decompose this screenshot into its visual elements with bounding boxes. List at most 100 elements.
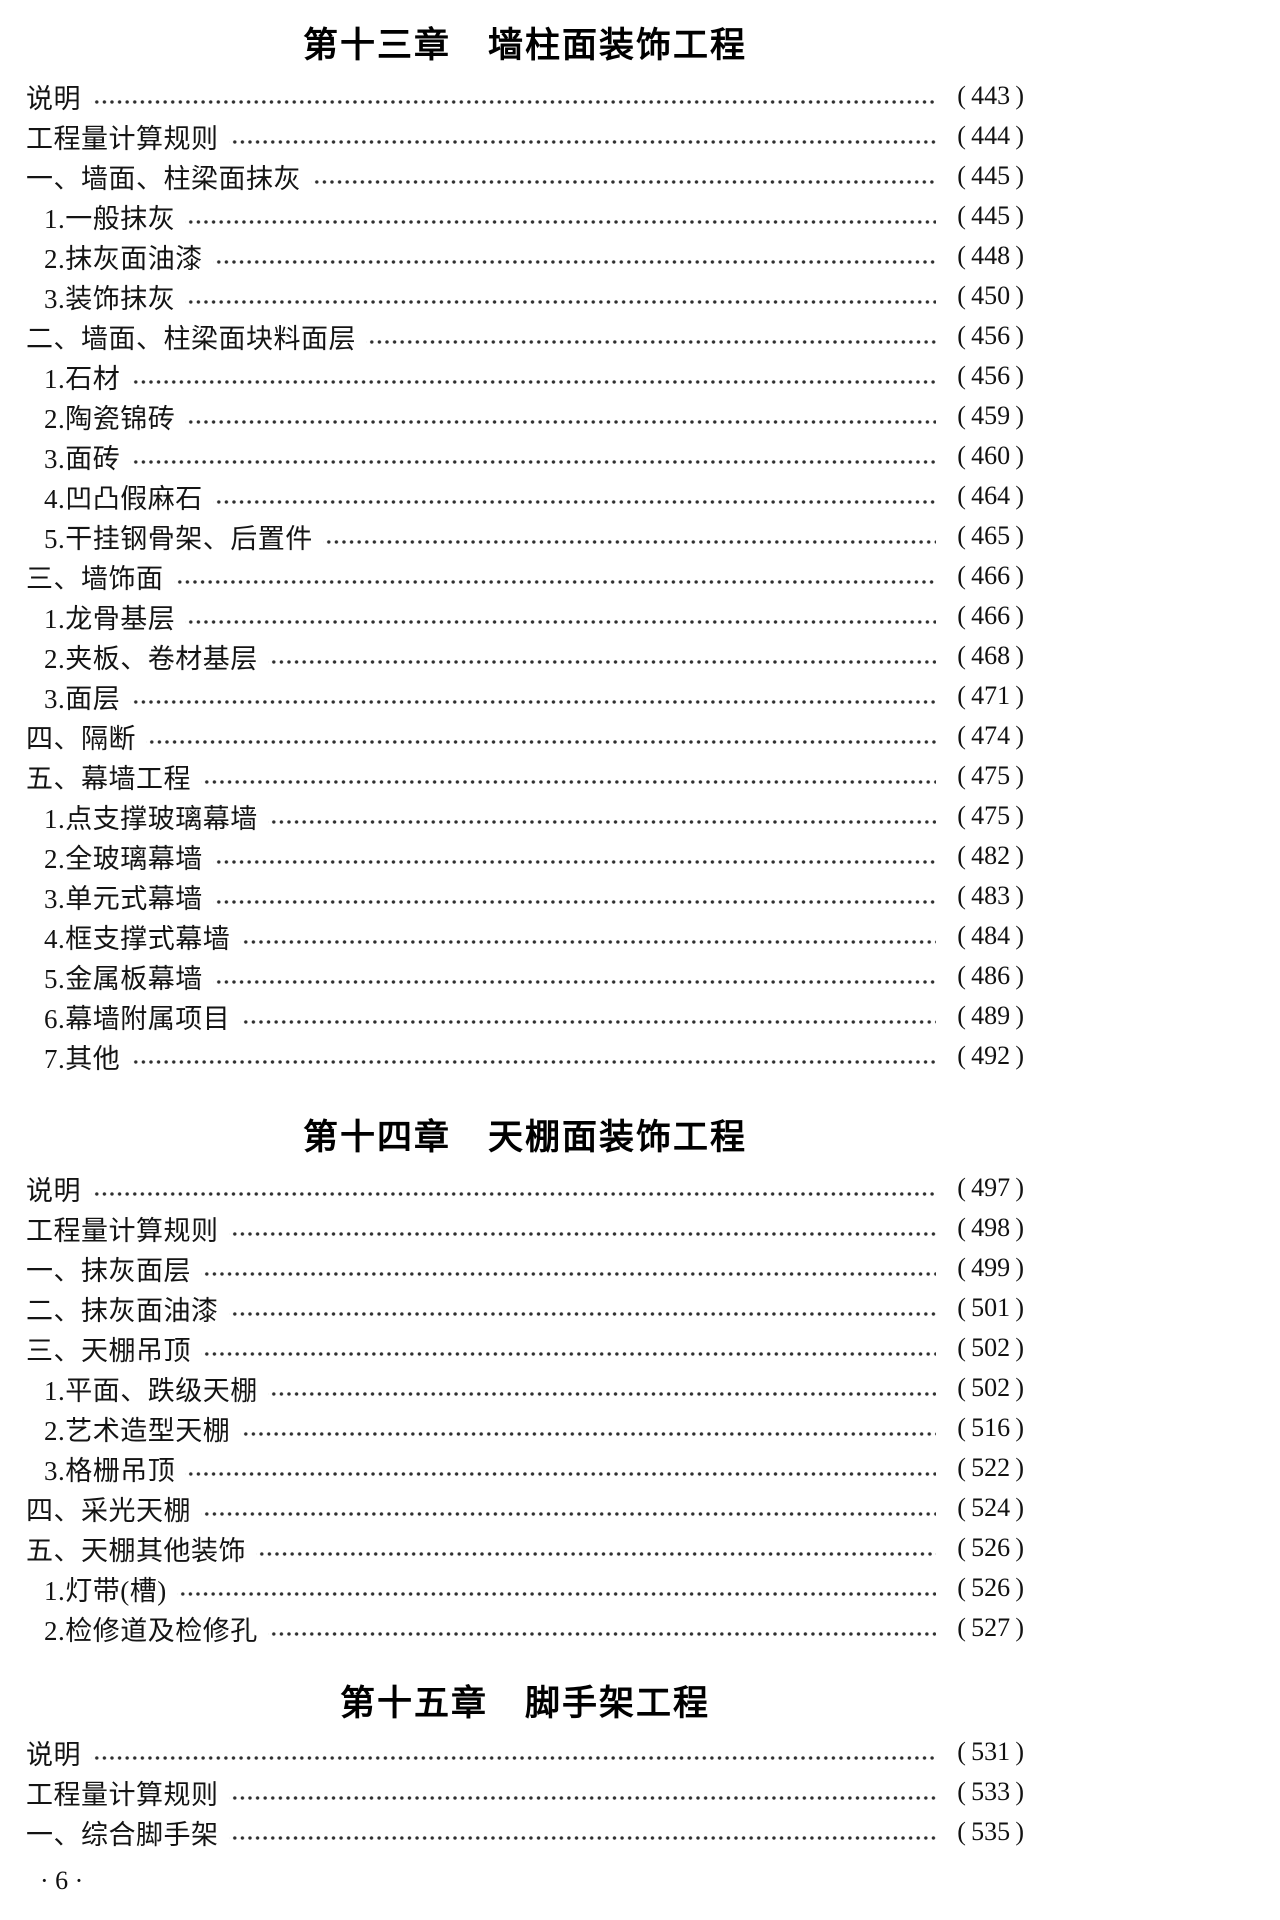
toc-entry-page: ( 499 ) xyxy=(957,1253,1024,1282)
toc-entry-page: ( 524 ) xyxy=(957,1493,1024,1522)
toc-entry-label: 二、墙面、柱梁面块料面层 xyxy=(26,323,356,354)
toc-entry-label: 1.龙骨基层 xyxy=(44,603,176,634)
toc-entry: 1.灯带(槽) ( 526 ) xyxy=(26,1568,1024,1608)
dot-leader xyxy=(256,1528,936,1568)
dot-leader xyxy=(228,1812,936,1852)
toc-entry-label: 工程量计算规则 xyxy=(26,123,219,154)
toc-entry: 1.龙骨基层 ( 466 ) xyxy=(26,596,1024,636)
toc-entry-page: ( 443 ) xyxy=(957,81,1024,110)
toc-entry-page: ( 474 ) xyxy=(957,721,1024,750)
dot-leader xyxy=(130,436,936,476)
dot-leader xyxy=(267,796,936,836)
toc-entry-page: ( 466 ) xyxy=(957,561,1024,590)
toc-entry-label: 二、抹灰面油漆 xyxy=(26,1295,219,1326)
toc-entry: 1.平面、跌级天棚 ( 502 ) xyxy=(26,1368,1024,1408)
dot-leader xyxy=(185,396,936,436)
toc-entry-page: ( 484 ) xyxy=(957,921,1024,950)
toc-entry-page: ( 531 ) xyxy=(957,1737,1024,1766)
toc-entry-page: ( 483 ) xyxy=(957,881,1024,910)
toc-entry-page: ( 475 ) xyxy=(957,801,1024,830)
toc-entry-page: ( 501 ) xyxy=(957,1293,1024,1322)
toc-entry: 2.检修道及检修孔 ( 527 ) xyxy=(26,1608,1024,1648)
dot-leader xyxy=(212,476,936,516)
dot-leader xyxy=(201,1328,936,1368)
chapter-title: 第十四章 天棚面装饰工程 xyxy=(302,1118,747,1157)
toc-entry-page: ( 471 ) xyxy=(957,681,1024,710)
toc-entry-page: ( 466 ) xyxy=(957,601,1024,630)
toc-entry-page: ( 456 ) xyxy=(957,321,1024,350)
toc-entry-label: 三、墙饰面 xyxy=(26,563,164,594)
toc-entry: 工程量计算规则 ( 498 ) xyxy=(26,1208,1024,1248)
toc-entry-page: ( 522 ) xyxy=(957,1453,1024,1482)
dot-leader xyxy=(228,1208,936,1248)
toc-entries: 说明 ( 497 ) 工程量计算规则 ( 498 ) 一、抹灰面层 ( 499 … xyxy=(26,1168,1024,1648)
dot-leader xyxy=(311,156,936,196)
toc-entry-label: 1.一般抹灰 xyxy=(44,203,176,234)
toc-entry-page: ( 448 ) xyxy=(957,241,1024,270)
toc-entry-label: 2.全玻璃幕墙 xyxy=(44,843,203,874)
toc-entry-label: 工程量计算规则 xyxy=(26,1215,219,1246)
toc-entry: 1.石材 ( 456 ) xyxy=(26,356,1024,396)
toc-entry-page: ( 502 ) xyxy=(957,1373,1024,1402)
toc-entry-page: ( 533 ) xyxy=(957,1777,1024,1806)
dot-leader xyxy=(267,1368,936,1408)
toc-entry-page: ( 445 ) xyxy=(957,161,1024,190)
toc-entry-page: ( 535 ) xyxy=(957,1817,1024,1846)
dot-leader xyxy=(185,276,936,316)
dot-leader xyxy=(212,956,936,996)
toc-entry-page: ( 486 ) xyxy=(957,961,1024,990)
dot-leader xyxy=(267,636,936,676)
toc-entry: 1.一般抹灰 ( 445 ) xyxy=(26,196,1024,236)
dot-leader xyxy=(91,1732,936,1772)
dot-leader xyxy=(240,1408,936,1448)
toc-entry-label: 2.夹板、卷材基层 xyxy=(44,643,258,674)
toc-entry-page: ( 475 ) xyxy=(957,761,1024,790)
toc-entry-label: 三、天棚吊顶 xyxy=(26,1335,191,1366)
toc-entry-page: ( 464 ) xyxy=(957,481,1024,510)
toc-entry-page: ( 526 ) xyxy=(957,1573,1024,1602)
dot-leader xyxy=(212,876,936,916)
toc-entry-page: ( 465 ) xyxy=(957,521,1024,550)
dot-leader xyxy=(130,356,936,396)
toc-entry-label: 2.抹灰面油漆 xyxy=(44,243,203,274)
dot-leader xyxy=(240,916,936,956)
toc-entry-label: 2.艺术造型天棚 xyxy=(44,1415,231,1446)
toc-entry: 二、墙面、柱梁面块料面层 ( 456 ) xyxy=(26,316,1024,356)
dot-leader xyxy=(201,1248,936,1288)
toc-entry: 一、墙面、柱梁面抹灰 ( 445 ) xyxy=(26,156,1024,196)
dot-leader xyxy=(366,316,936,356)
toc-entry: 工程量计算规则 ( 533 ) xyxy=(26,1772,1024,1812)
toc-entry: 3.格栅吊顶 ( 522 ) xyxy=(26,1448,1024,1488)
dot-leader xyxy=(201,756,936,796)
dot-leader xyxy=(173,556,936,596)
toc-entry: 2.全玻璃幕墙 ( 482 ) xyxy=(26,836,1024,876)
toc-entry-label: 7.其他 xyxy=(44,1043,121,1074)
chapter-title: 第十五章 脚手架工程 xyxy=(339,1684,710,1723)
toc-entry: 工程量计算规则 ( 444 ) xyxy=(26,116,1024,156)
toc-entry-label: 3.单元式幕墙 xyxy=(44,883,203,914)
toc-entry-label: 一、墙面、柱梁面抹灰 xyxy=(26,163,301,194)
toc-entry: 5.金属板幕墙 ( 486 ) xyxy=(26,956,1024,996)
toc-entry-label: 工程量计算规则 xyxy=(26,1779,219,1810)
toc-entry: 2.陶瓷锦砖 ( 459 ) xyxy=(26,396,1024,436)
dot-leader xyxy=(212,236,936,276)
toc-entry-label: 4.框支撑式幕墙 xyxy=(44,923,231,954)
dot-leader xyxy=(322,516,936,556)
toc-entry: 一、抹灰面层 ( 499 ) xyxy=(26,1248,1024,1288)
dot-leader xyxy=(228,1288,936,1328)
toc-entry-label: 3.装饰抹灰 xyxy=(44,283,176,314)
toc-entry-label: 四、隔断 xyxy=(26,723,136,754)
dot-leader xyxy=(91,1168,936,1208)
toc-entry: 四、隔断 ( 474 ) xyxy=(26,716,1024,756)
toc-entry: 3.装饰抹灰 ( 450 ) xyxy=(26,276,1024,316)
toc-entry-label: 1.灯带(槽) xyxy=(44,1575,167,1606)
toc-entry-label: 说明 xyxy=(26,83,81,114)
toc-entry: 四、采光天棚 ( 524 ) xyxy=(26,1488,1024,1528)
toc-entry: 五、幕墙工程 ( 475 ) xyxy=(26,756,1024,796)
dot-leader xyxy=(212,836,936,876)
dot-leader xyxy=(228,116,936,156)
toc-entry: 说明 ( 531 ) xyxy=(26,1732,1024,1772)
dot-leader xyxy=(201,1488,936,1528)
toc-entry: 2.抹灰面油漆 ( 448 ) xyxy=(26,236,1024,276)
